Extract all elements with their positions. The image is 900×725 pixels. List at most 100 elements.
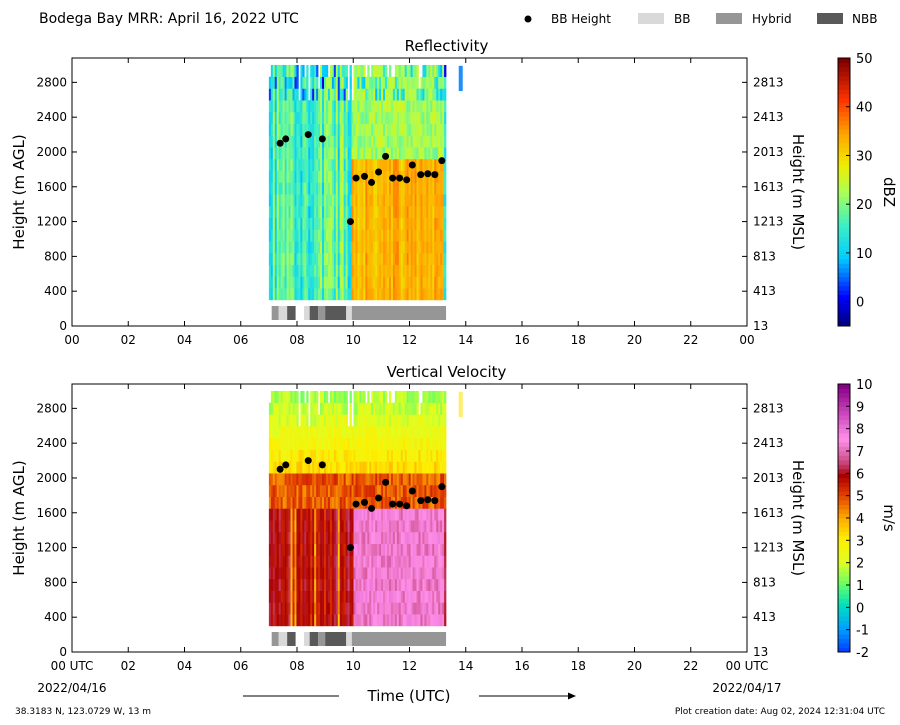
heatmap-cell [343, 100, 346, 113]
heatmap-cell [355, 194, 358, 207]
heatmap-cell [383, 402, 386, 415]
heatmap-cell [418, 276, 421, 289]
heatmap-cell [430, 229, 433, 242]
heatmap-cell [396, 602, 400, 615]
heatmap-cell [428, 484, 431, 497]
heatmap-cell [383, 276, 386, 289]
heatmap-cell [375, 264, 378, 277]
heatmap-cell [434, 217, 437, 230]
heatmap-cell [363, 449, 366, 462]
heatmap-cell [349, 276, 352, 289]
heatmap-cell [440, 170, 443, 183]
heatmap-cell [329, 543, 333, 556]
heatmap-cell [404, 288, 407, 301]
heatmap-cell [300, 402, 303, 415]
heatmap-cell [282, 276, 285, 289]
heatmap-cell [310, 567, 313, 580]
heatmap-cell [282, 76, 285, 89]
heatmap-cell [322, 473, 325, 486]
heatmap-cell [414, 100, 417, 113]
heatmap-cell [292, 241, 295, 254]
heatmap-cell [426, 578, 429, 591]
heatmap-cell [276, 288, 280, 301]
heatmap-cell [324, 590, 327, 603]
heatmap-cell [320, 252, 323, 265]
heatmap-cell [288, 276, 291, 289]
heatmap-cell [304, 123, 307, 136]
heatmap-cell [420, 426, 423, 439]
heatmap-cell [276, 390, 280, 404]
heatmap-cell [367, 437, 370, 450]
heatmap-cell [304, 437, 307, 450]
heatmap-cell [268, 241, 272, 254]
heatmap-cell [339, 88, 343, 101]
heatmap-cell [312, 288, 315, 301]
heatmap-cell [394, 414, 398, 427]
heatmap-cell [398, 76, 402, 89]
heatmap-cell [318, 578, 321, 591]
heatmap-cell [424, 520, 427, 533]
heatmap-cell [436, 264, 439, 277]
heatmap-cell [424, 449, 427, 462]
heatmap-cell [335, 135, 339, 148]
heatmap-cell [428, 252, 431, 265]
heatmap-cell [359, 217, 362, 230]
heatmap-cell [416, 264, 419, 277]
heatmap-cell [434, 578, 437, 591]
heatmap-cell [385, 100, 388, 113]
heatmap-cell [355, 449, 358, 462]
heatmap-cell [420, 531, 423, 544]
heatmap-cell [294, 390, 297, 404]
heatmap-cell [343, 123, 346, 136]
heatmap-cell [308, 229, 311, 242]
heatmap-cell [290, 414, 293, 427]
heatmap-cell [406, 402, 409, 415]
heatmap-cell [365, 567, 368, 580]
heatmap-cell [314, 76, 317, 89]
heatmap-cell [365, 217, 368, 230]
heatmap-cell [306, 170, 309, 183]
heatmap-cell [428, 390, 431, 404]
heatmap-cell [371, 496, 374, 509]
heatmap-cell [426, 402, 429, 415]
heatmap-cell [390, 100, 394, 113]
heatmap-cell [406, 461, 409, 474]
heatmap-cell [438, 473, 441, 486]
heatmap-cell [400, 578, 404, 591]
heatmap-cell [314, 194, 317, 207]
heatmap-cell [306, 264, 309, 277]
heatmap-cell [410, 217, 413, 230]
heatmap-cell [343, 217, 346, 230]
heatmap-cell [412, 100, 415, 113]
heatmap-cell [434, 614, 437, 627]
heatmap-cell [341, 437, 344, 450]
heatmap-cell [306, 496, 309, 509]
heatmap-cell [434, 567, 437, 580]
heatmap-cell [444, 555, 447, 568]
heatmap-cell [286, 288, 289, 301]
heatmap-cell [345, 182, 348, 195]
heatmap-cell [385, 217, 388, 230]
heatmap-cell [394, 170, 398, 183]
heatmap-cell [375, 461, 378, 474]
heatmap-cell [272, 276, 276, 289]
heatmap-cell [278, 520, 281, 533]
heatmap-cell [414, 567, 417, 580]
heatmap-cell [428, 194, 431, 207]
colorbar-segment [838, 468, 850, 474]
heatmap-cell [294, 555, 297, 568]
heatmap-cell [310, 100, 313, 113]
heatmap-cell [280, 473, 283, 486]
heatmap-cell [396, 205, 400, 218]
heatmap-cell [341, 264, 344, 277]
heatmap-cell [420, 520, 423, 533]
heatmap-cell [333, 590, 337, 603]
heatmap-cell [312, 520, 315, 533]
heatmap-layer [268, 390, 463, 627]
heatmap-cell [337, 567, 341, 580]
heatmap-cell [296, 578, 299, 591]
heatmap-cell [436, 414, 439, 427]
heatmap-cell [329, 241, 333, 254]
heatmap-cell [416, 578, 419, 591]
heatmap-cell [280, 567, 283, 580]
